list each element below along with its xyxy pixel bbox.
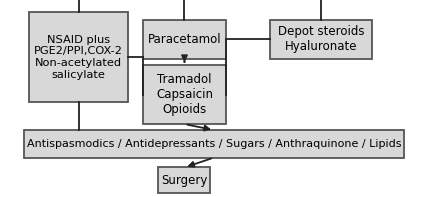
FancyBboxPatch shape (270, 20, 372, 59)
Text: Surgery: Surgery (161, 174, 208, 187)
Text: Antispasmodics / Antidepressants / Sugars / Anthraquinone / Lipids: Antispasmodics / Antidepressants / Sugar… (27, 139, 401, 149)
FancyBboxPatch shape (24, 130, 404, 158)
FancyBboxPatch shape (158, 167, 211, 193)
Text: Depot steroids
Hyaluronate: Depot steroids Hyaluronate (278, 25, 365, 53)
FancyBboxPatch shape (30, 12, 128, 102)
Text: Paracetamol: Paracetamol (148, 33, 221, 46)
FancyBboxPatch shape (143, 20, 226, 59)
Text: NSAID plus
PGE2/PPI,COX-2
Non-acetylated
salicylate: NSAID plus PGE2/PPI,COX-2 Non-acetylated… (34, 35, 123, 80)
Text: Tramadol
Capsaicin
Opioids: Tramadol Capsaicin Opioids (156, 73, 213, 116)
FancyBboxPatch shape (143, 65, 226, 124)
